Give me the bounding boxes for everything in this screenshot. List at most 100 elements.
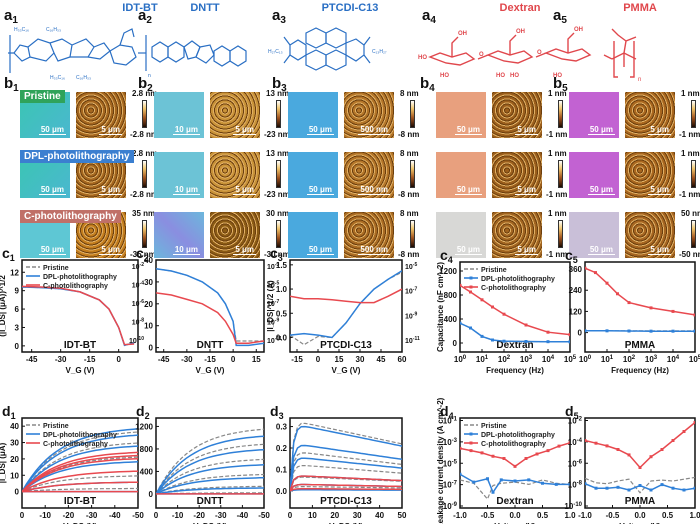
data-point [593, 271, 597, 275]
label-sub: 5 [562, 83, 568, 94]
legend-label: Pristine [481, 267, 507, 274]
tick-exponent: -7 [413, 287, 418, 293]
material-annotation: DNTT [197, 340, 224, 351]
tick-exponent: -2 [577, 417, 583, 423]
chart-d4: d4-1.0-0.50.00.51.010-910-710-510-310-1V… [436, 397, 576, 524]
series-line-pristine [22, 286, 135, 347]
tick-label: -45 [158, 355, 170, 364]
panel-label-sub: 3 [278, 253, 283, 263]
panel-label-sub: 5 [574, 411, 579, 421]
data-point [460, 472, 462, 476]
data-point [605, 329, 609, 333]
output-curve [22, 445, 138, 493]
chart-c1: c1 -45 -30 -15 0 0 3 6 9 12 V_G (V) (|I_DS| (μA))^1… [0, 245, 139, 375]
tick-label: 30 [356, 355, 365, 364]
structure-ptcdi [283, 27, 371, 71]
data-point [693, 329, 695, 333]
output-curve [156, 443, 264, 495]
plot-area [156, 268, 264, 347]
tick-label: 12 [10, 268, 19, 277]
tick-label: -40 [237, 511, 249, 520]
tick-label: -1.0 [453, 511, 467, 520]
tick-label: 10-8 [568, 481, 583, 490]
group-label: HO [510, 73, 519, 79]
output-curve [290, 422, 402, 491]
output-curve [22, 451, 138, 493]
data-point [649, 488, 653, 492]
data-point [480, 451, 484, 455]
legend: Pristine DPL-photolithography C-photolitho… [464, 423, 555, 448]
data-point [671, 486, 675, 490]
output-curve [290, 487, 402, 492]
tick-label: 9 [15, 287, 20, 296]
output-curve [22, 461, 138, 493]
output-curve [156, 473, 264, 495]
condition-tag: C-photolithography [20, 210, 121, 223]
tick-exponent: -11 [413, 336, 420, 342]
panel-label-a5: a5 [553, 8, 567, 26]
legend-marker [469, 285, 473, 289]
series-line-dpl [22, 286, 135, 347]
tick-label: -0.5 [606, 511, 620, 520]
series-line-pristine [460, 479, 570, 501]
tick-label: 800 [444, 291, 458, 300]
output-curve [156, 428, 264, 495]
series-line-c [290, 288, 402, 304]
tick-label: 10-5 [267, 281, 279, 290]
tick-label: 15 [252, 355, 261, 364]
data-point [541, 481, 544, 485]
tick-exponent: 1 [610, 355, 614, 361]
tick-label: 120 [569, 307, 583, 316]
output-curve [156, 464, 264, 495]
tick-label: 10 [308, 511, 317, 520]
legend-label: Pristine [481, 423, 507, 430]
height-colorbar [410, 220, 415, 248]
tick-exponent: -5 [413, 262, 418, 268]
data-point [460, 321, 462, 325]
tick-label: 0.0 [276, 487, 288, 496]
tick-label: 10-6 [568, 459, 583, 468]
label-letter: b [420, 75, 430, 92]
label-letter: a [422, 7, 431, 24]
condition-tag: Pristine [20, 90, 65, 103]
label-letter: b [4, 75, 14, 92]
height-colorbar [410, 160, 415, 188]
colorbar-max: 1 nm [548, 149, 567, 158]
group-label: OH [574, 27, 583, 33]
data-point [554, 482, 558, 486]
afm-image: 5 μm [210, 92, 260, 138]
optical-image: 50 μm [569, 152, 619, 198]
tick-exponent: -6 [577, 459, 583, 465]
data-point [638, 466, 642, 469]
label-letter: a [138, 7, 147, 24]
chart-d3: d3 0 10 20 30 40 50 0.0 0.1 0.2 0.3 V_DS (V) PTCDI-C… [270, 403, 407, 524]
scale-bar: 10 μm [172, 245, 200, 255]
tick-label: 10-9 [267, 318, 279, 327]
tick-label: 10-10 [564, 502, 582, 511]
colorbar-min: -8 nm [398, 250, 420, 259]
tick-label: 100 [454, 355, 467, 364]
afm-image: 5 μm [210, 212, 260, 258]
substituent: H₂₇C₁₃ [268, 49, 283, 55]
panel-label: d1 [2, 403, 16, 421]
data-point [480, 334, 484, 338]
tick-label: 10-7 [405, 287, 417, 296]
tick-label: 1.0 [689, 511, 700, 520]
repeat-unit-n: n [148, 73, 151, 79]
optical-image: 50 μm [288, 92, 338, 138]
axes-frame [155, 259, 265, 353]
tick-label: -15 [204, 355, 216, 364]
data-point [693, 421, 695, 424]
output-curve [22, 475, 138, 493]
tick-exponent: 3 [654, 355, 658, 361]
afm-image: 500 nm [344, 92, 394, 138]
scale-bar: 50 μm [454, 245, 482, 255]
colorbar-max: 13 nm [266, 149, 290, 158]
tick-label: 10 [10, 471, 19, 480]
tick-label: -20 [193, 511, 205, 520]
data-point [682, 488, 686, 492]
series-line-c [22, 285, 135, 346]
output-curve [290, 475, 402, 492]
group-label: HO [418, 55, 427, 61]
tick-label: 360 [569, 265, 583, 274]
